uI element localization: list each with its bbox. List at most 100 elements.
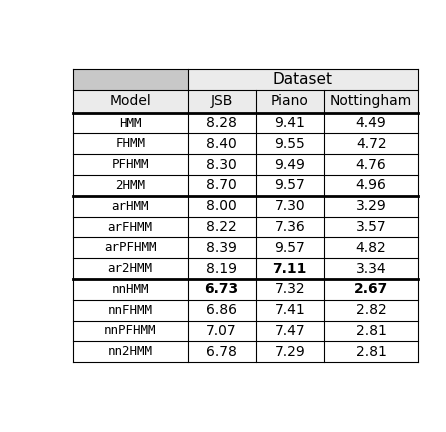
Bar bbox=[256, 175, 324, 196]
Bar bbox=[73, 258, 187, 279]
Text: arPFHMM: arPFHMM bbox=[104, 241, 157, 254]
Text: nn2HMM: nn2HMM bbox=[107, 345, 153, 358]
Text: Piano: Piano bbox=[271, 94, 309, 108]
Bar bbox=[324, 321, 418, 341]
Text: 8.19: 8.19 bbox=[206, 262, 237, 276]
Text: 9.57: 9.57 bbox=[274, 178, 305, 192]
Bar bbox=[187, 154, 256, 175]
Text: 4.82: 4.82 bbox=[356, 241, 387, 255]
Text: 6.78: 6.78 bbox=[206, 345, 237, 359]
Text: arFHMM: arFHMM bbox=[107, 220, 153, 234]
Bar bbox=[73, 69, 187, 89]
Bar bbox=[187, 113, 256, 133]
Text: 7.30: 7.30 bbox=[274, 199, 305, 213]
Bar bbox=[73, 300, 187, 321]
Bar bbox=[324, 175, 418, 196]
Bar bbox=[324, 341, 418, 362]
Bar bbox=[73, 216, 187, 238]
Text: 2.81: 2.81 bbox=[356, 345, 387, 359]
Text: nnHMM: nnHMM bbox=[112, 283, 149, 296]
Text: 9.49: 9.49 bbox=[274, 158, 305, 172]
Text: 6.86: 6.86 bbox=[206, 303, 237, 317]
Bar bbox=[256, 113, 324, 133]
Bar bbox=[187, 279, 256, 300]
Text: 8.30: 8.30 bbox=[206, 158, 237, 172]
Text: 3.57: 3.57 bbox=[356, 220, 387, 234]
Bar bbox=[324, 154, 418, 175]
Bar bbox=[256, 279, 324, 300]
Text: 3.29: 3.29 bbox=[356, 199, 387, 213]
Text: 2HMM: 2HMM bbox=[115, 179, 145, 192]
Bar bbox=[324, 238, 418, 258]
Text: 8.39: 8.39 bbox=[206, 241, 237, 255]
Bar bbox=[73, 154, 187, 175]
Text: 8.40: 8.40 bbox=[206, 137, 237, 151]
Bar bbox=[187, 196, 256, 216]
Text: FHMM: FHMM bbox=[115, 137, 145, 150]
Bar bbox=[256, 89, 324, 113]
Text: Nottingham: Nottingham bbox=[330, 94, 412, 108]
Bar bbox=[73, 175, 187, 196]
Bar bbox=[187, 258, 256, 279]
Bar bbox=[256, 133, 324, 154]
Bar bbox=[187, 300, 256, 321]
Bar bbox=[187, 69, 418, 89]
Bar bbox=[324, 113, 418, 133]
Text: 8.70: 8.70 bbox=[206, 178, 237, 192]
Bar bbox=[256, 341, 324, 362]
Bar bbox=[324, 300, 418, 321]
Bar bbox=[73, 113, 187, 133]
Bar bbox=[256, 258, 324, 279]
Bar bbox=[187, 238, 256, 258]
Bar bbox=[187, 133, 256, 154]
Text: nnPFHMM: nnPFHMM bbox=[104, 324, 157, 337]
Bar bbox=[73, 341, 187, 362]
Bar bbox=[187, 341, 256, 362]
Text: 4.72: 4.72 bbox=[356, 137, 387, 151]
Bar bbox=[324, 216, 418, 238]
Text: Model: Model bbox=[109, 94, 151, 108]
Bar bbox=[73, 238, 187, 258]
Text: 7.36: 7.36 bbox=[274, 220, 305, 234]
Text: 8.00: 8.00 bbox=[206, 199, 237, 213]
Bar bbox=[324, 196, 418, 216]
Bar bbox=[187, 89, 256, 113]
Bar bbox=[324, 258, 418, 279]
Bar bbox=[73, 321, 187, 341]
Bar bbox=[256, 196, 324, 216]
Bar bbox=[324, 279, 418, 300]
Bar bbox=[73, 196, 187, 216]
Bar bbox=[187, 175, 256, 196]
Text: 7.41: 7.41 bbox=[274, 303, 305, 317]
Bar bbox=[73, 133, 187, 154]
Text: 7.11: 7.11 bbox=[273, 262, 307, 276]
Text: 9.41: 9.41 bbox=[274, 116, 305, 130]
Text: 4.96: 4.96 bbox=[356, 178, 387, 192]
Bar bbox=[73, 89, 187, 113]
Text: 8.28: 8.28 bbox=[206, 116, 237, 130]
Bar bbox=[324, 89, 418, 113]
Text: JSB: JSB bbox=[211, 94, 233, 108]
Bar bbox=[256, 300, 324, 321]
Text: arHMM: arHMM bbox=[112, 200, 149, 213]
Bar bbox=[73, 279, 187, 300]
Text: 7.07: 7.07 bbox=[206, 324, 237, 338]
Text: Dataset: Dataset bbox=[273, 72, 333, 87]
Bar bbox=[187, 321, 256, 341]
Text: 9.57: 9.57 bbox=[274, 241, 305, 255]
Text: HMM: HMM bbox=[119, 117, 141, 130]
Text: PFHMM: PFHMM bbox=[112, 158, 149, 171]
Bar bbox=[256, 238, 324, 258]
Text: 2.81: 2.81 bbox=[356, 324, 387, 338]
Text: 2.67: 2.67 bbox=[354, 283, 388, 296]
Bar bbox=[256, 216, 324, 238]
Text: 9.55: 9.55 bbox=[274, 137, 305, 151]
Bar bbox=[256, 321, 324, 341]
Text: 4.49: 4.49 bbox=[356, 116, 387, 130]
Text: nnFHMM: nnFHMM bbox=[107, 304, 153, 317]
Text: 6.73: 6.73 bbox=[205, 283, 239, 296]
Text: 7.47: 7.47 bbox=[274, 324, 305, 338]
Text: 3.34: 3.34 bbox=[356, 262, 387, 276]
Text: 7.32: 7.32 bbox=[274, 283, 305, 296]
Bar bbox=[187, 216, 256, 238]
